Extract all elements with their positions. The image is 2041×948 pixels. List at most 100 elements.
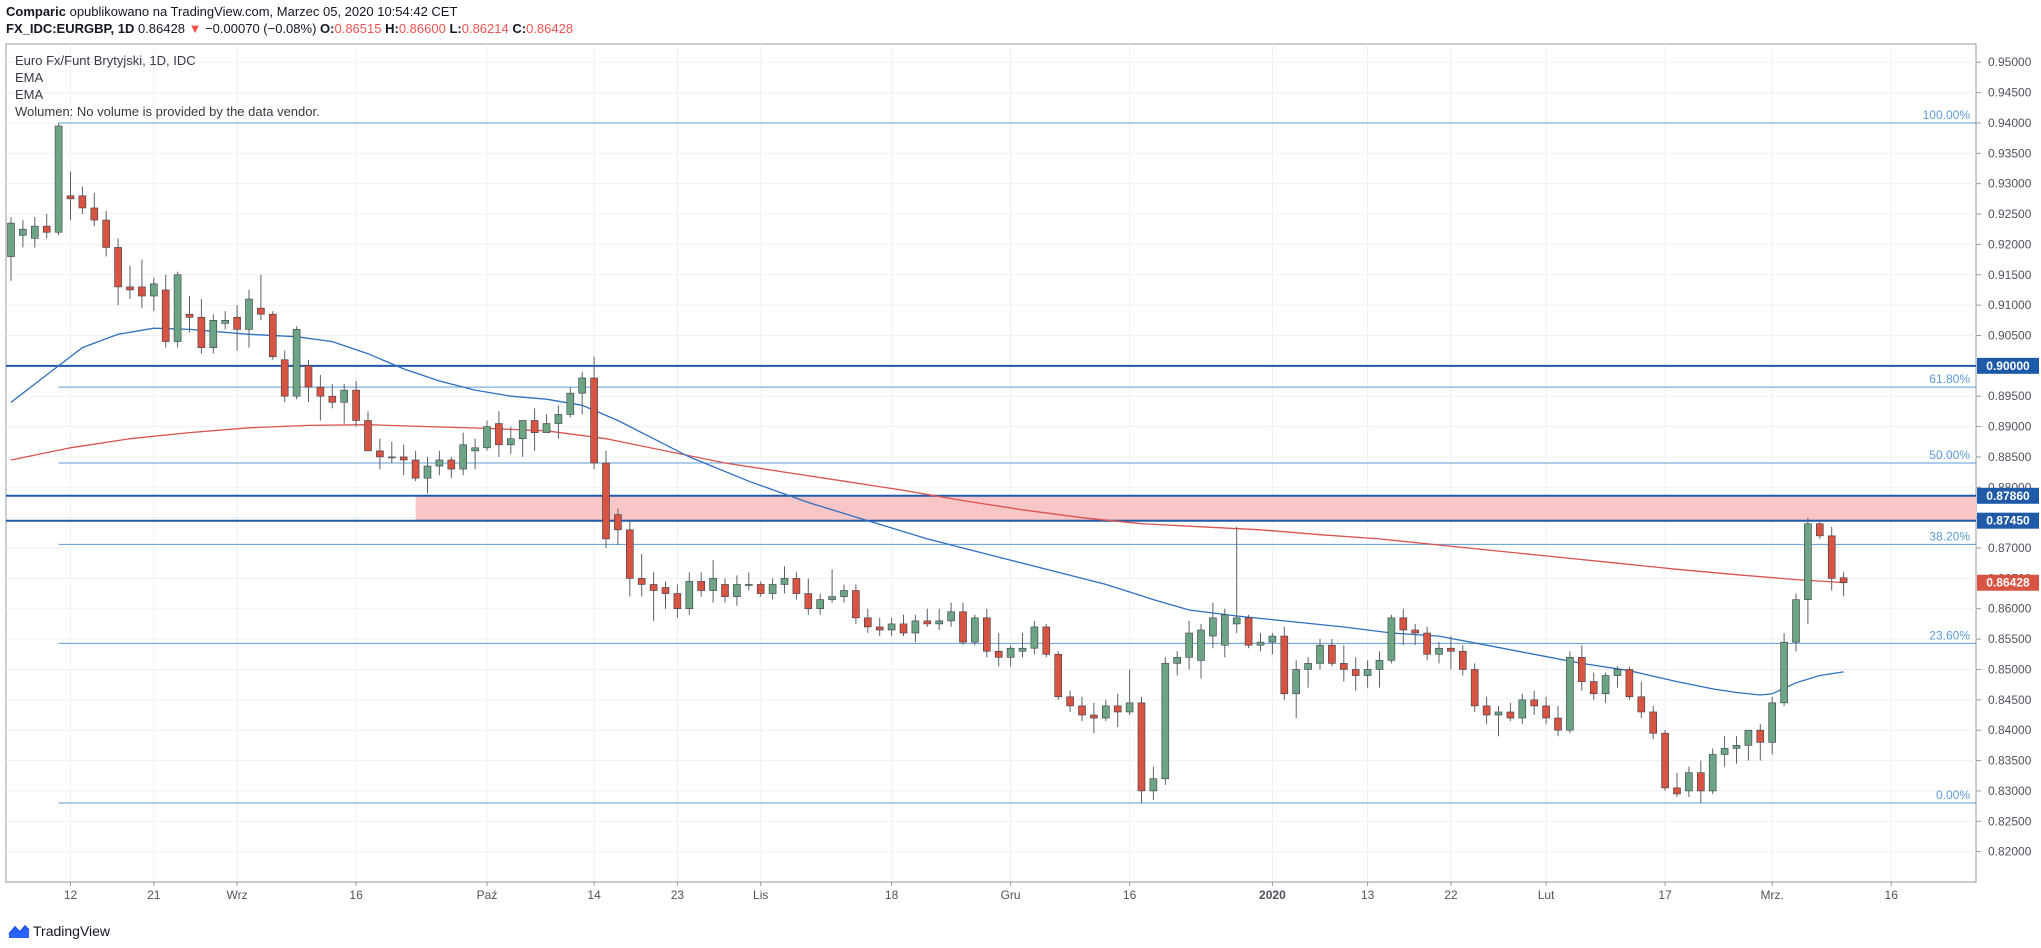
time-axis[interactable]: 12 21 Wrz 16 Paź 14 23 Lis 18 Gru 16 2020 13 22 Lut 17 M… (6, 881, 1976, 902)
candle-body (66, 195, 75, 200)
candle-body (899, 623, 908, 634)
fib-label: 61.80% (1929, 372, 1970, 386)
candle-body (352, 389, 360, 421)
fibonacci-retracement[interactable]: 100.00% 61.80% 50.00% 38.20% 23.60% 0.00% (58, 108, 1976, 804)
low-value: 0.86214 (461, 21, 509, 36)
x-tick-label: Mrz. (1761, 888, 1784, 902)
price-axis[interactable]: 0.95000 0.94500 0.94000 0.93500 0.93000 0.925… (1976, 55, 2032, 859)
candle-body (1566, 657, 1574, 731)
candle-body (828, 596, 836, 600)
candle-body (304, 365, 313, 388)
candle-body (1744, 729, 1753, 746)
candle-body (1197, 629, 1205, 661)
candle-body (126, 286, 134, 291)
candle-body (471, 447, 479, 452)
legend-volume[interactable]: Wolumen: No volume is provided by the da… (15, 104, 320, 119)
candle-body (804, 593, 813, 610)
publish-info: opublikowano na TradingView.com, Marzec … (69, 4, 458, 19)
y-tick-label: 0.93000 (1988, 177, 2032, 191)
price-tags: 0.90000 0.87860 0.87450 0.86428 (1977, 357, 2039, 591)
candle-body (1042, 626, 1051, 655)
level-tag-label: 0.90000 (1986, 359, 2030, 373)
candle-body (1185, 632, 1193, 658)
candle-body (387, 456, 396, 459)
high-value: 0.86600 (398, 21, 446, 36)
candle-body (875, 626, 884, 631)
candle-body (637, 578, 646, 585)
x-tick-label: 13 (1361, 888, 1375, 902)
y-tick-label: 0.90500 (1988, 328, 2032, 342)
candle-body (1554, 717, 1562, 731)
x-tick-label: 21 (147, 888, 161, 902)
low-label: L: (449, 21, 462, 36)
candle-body (768, 584, 777, 594)
candle-body (935, 620, 944, 625)
candle-body (756, 584, 765, 594)
footer-brand[interactable]: TradingView (33, 923, 111, 939)
candle-body (483, 426, 491, 449)
y-tick-label: 0.93500 (1988, 146, 2032, 160)
candle-body (1673, 787, 1681, 795)
x-tick-label: Lut (1538, 888, 1555, 902)
candle-body (495, 423, 503, 446)
candle-body (947, 611, 955, 622)
candle-body (625, 529, 634, 579)
candle-body (911, 620, 920, 634)
candle-body (399, 456, 408, 461)
candle-body (506, 438, 515, 446)
legend-title[interactable]: Euro Fx/Funt Brytyjski, 1D, IDC (15, 53, 196, 68)
author-name[interactable]: Comparic (6, 4, 66, 19)
candle-body (292, 329, 301, 397)
candle-body (518, 420, 527, 440)
open-label: O: (320, 21, 335, 36)
candle-body (1221, 614, 1229, 646)
legend-ema-slow[interactable]: EMA (15, 87, 44, 102)
candle-body (1494, 711, 1503, 716)
candle-body (697, 581, 706, 591)
change-down-icon: ▼ (188, 21, 202, 36)
candle-body (1518, 699, 1527, 719)
level-tag-label: 0.87860 (1986, 489, 2030, 503)
last-price-tag-bg (1977, 574, 2039, 591)
candle-body (1792, 599, 1800, 643)
y-tick-label: 0.88500 (1988, 450, 2032, 464)
candle-body (1375, 660, 1384, 670)
candle-body (114, 247, 122, 288)
candle-body (376, 450, 384, 458)
candle-body (1351, 669, 1360, 676)
last-price: 0.86428 (137, 21, 185, 36)
high-label: H: (385, 21, 399, 36)
candle-body (257, 307, 265, 315)
candle-body (994, 650, 1003, 658)
candle-body (1816, 523, 1824, 537)
price-chart[interactable]: 100.00% 61.80% 50.00% 38.20% 23.60% 0.00% 0.9… (0, 38, 2041, 914)
publish-line: Comparic opublikowano na TradingView.com… (6, 4, 457, 19)
candle-body (685, 581, 694, 610)
ema-slow-line (10, 424, 1844, 584)
tradingview-logo-icon[interactable] (8, 922, 30, 940)
candle-body (1268, 635, 1277, 643)
chart-legend: Euro Fx/Funt Brytyjski, 1D, IDC EMA EMA … (15, 52, 320, 120)
candle-body (150, 283, 158, 297)
candle-body (1399, 617, 1408, 631)
candle-body (923, 620, 932, 625)
x-tick-label: Lis (753, 888, 768, 902)
candle-body (1149, 778, 1158, 792)
candle-body (602, 462, 610, 540)
legend-ema-fast[interactable]: EMA (15, 70, 44, 85)
candle-body (30, 225, 39, 239)
candle-body (316, 386, 325, 397)
price-change: −0.00070 (−0.08%) (205, 21, 317, 36)
y-tick-label: 0.85500 (1988, 632, 2032, 646)
x-tick-label: 22 (1444, 888, 1458, 902)
candle-body (661, 587, 670, 594)
candle-body (268, 313, 277, 358)
candle-body (1435, 647, 1443, 655)
horizontal-levels[interactable] (6, 364, 1976, 522)
candle-body (673, 593, 682, 610)
candle-body (1137, 702, 1146, 792)
y-tick-label: 0.92500 (1988, 207, 2032, 221)
candle-body (1292, 669, 1300, 695)
candle-body (90, 207, 99, 221)
candle-body (1732, 745, 1741, 749)
